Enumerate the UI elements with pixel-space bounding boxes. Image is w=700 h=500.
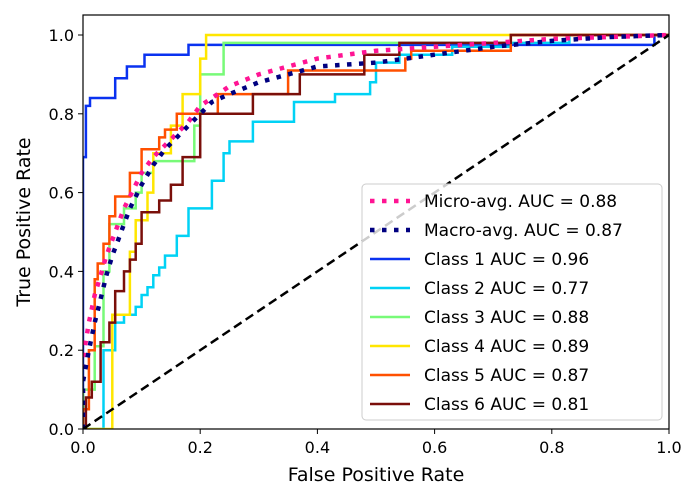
- x-tick-label: 0.2: [187, 438, 212, 457]
- legend-label: Micro-avg. AUC = 0.88: [424, 192, 617, 212]
- y-tick-label: 0.8: [49, 105, 74, 124]
- y-axis-title: True Positive Rate: [13, 137, 35, 307]
- legend-label: Class 3 AUC = 0.88: [424, 308, 589, 328]
- series-line-class-1: [83, 33, 669, 429]
- series-line-macro-avg: [83, 32, 669, 429]
- legend-label: Class 1 AUC = 0.96: [424, 250, 589, 270]
- x-axis: 0.0 0.2 0.4 0.6 0.8 1.0: [70, 429, 682, 457]
- legend-label: Macro-avg. AUC = 0.87: [424, 221, 623, 241]
- legend-label: Class 4 AUC = 0.89: [424, 337, 589, 357]
- y-axis: 0.0 0.2 0.4 0.6 0.8 1.0: [49, 26, 83, 439]
- series-line-class-6: [83, 33, 669, 429]
- legend-label: Class 6 AUC = 0.81: [424, 395, 589, 415]
- x-tick-label: 0.0: [70, 438, 95, 457]
- legend-label: Class 5 AUC = 0.87: [424, 366, 589, 386]
- x-tick-label: 0.6: [422, 438, 447, 457]
- plot-frame: [82, 14, 670, 430]
- x-axis-title: False Positive Rate: [288, 464, 465, 486]
- x-tick-label: 1.0: [656, 438, 681, 457]
- y-tick-label: 0.0: [49, 420, 74, 439]
- legend: Micro-avg. AUC = 0.88 Macro-avg. AUC = 0.…: [361, 183, 663, 421]
- y-tick-label: 1.0: [49, 26, 74, 45]
- series-line-class-4: [83, 33, 669, 429]
- x-tick-label: 0.4: [305, 438, 330, 457]
- series-line-class-5: [83, 33, 669, 429]
- y-tick-label: 0.2: [49, 341, 74, 360]
- legend-label: Class 2 AUC = 0.77: [424, 279, 589, 299]
- x-tick-label: 0.8: [539, 438, 564, 457]
- y-tick-label: 0.4: [49, 262, 74, 281]
- y-tick-label: 0.6: [49, 184, 74, 203]
- legend-box: [361, 183, 663, 421]
